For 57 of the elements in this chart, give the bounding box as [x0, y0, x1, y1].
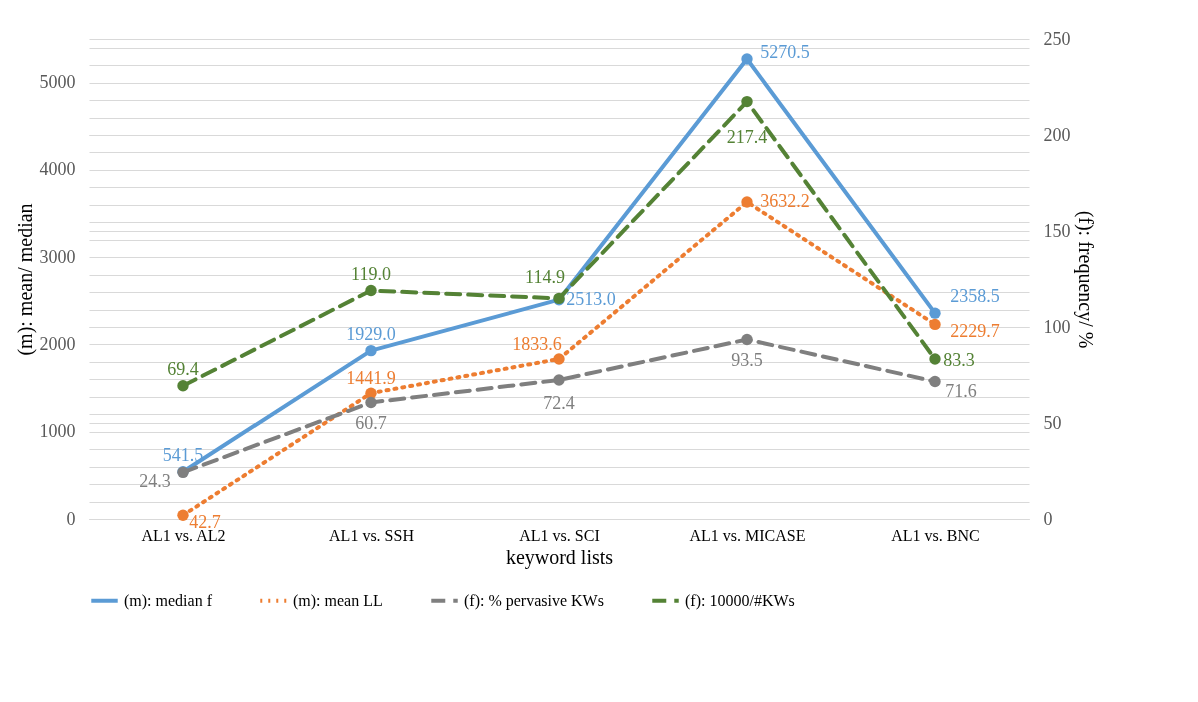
y2-tick-label: 250: [1043, 28, 1071, 49]
point: [177, 380, 189, 392]
point: [553, 353, 565, 365]
data-label: 5270.5: [760, 42, 810, 63]
y2-tick-label: 150: [1043, 220, 1071, 241]
y-tick-label: 3000: [39, 246, 76, 267]
data-label: 60.7: [355, 413, 387, 434]
data-label: 1929.0: [346, 323, 396, 344]
x-tick-label: AL1 vs. BNC: [891, 526, 980, 544]
y-tick-label: 4000: [39, 159, 76, 180]
data-label: 69.4: [167, 358, 199, 379]
y-tick-label: 1000: [39, 421, 76, 442]
data-label: 1441.9: [346, 368, 396, 389]
point: [741, 333, 753, 346]
data-label: 72.4: [543, 392, 575, 413]
data-label: 541.5: [162, 444, 204, 465]
y2-axis-title: (f): frequency/ %: [1073, 210, 1097, 349]
legend-label: (f): 10000/#KWs: [685, 591, 795, 610]
point: [365, 344, 377, 357]
x-tick-label: AL1 vs. SSH: [329, 526, 415, 544]
point: [929, 307, 941, 319]
y-tick-label: 2000: [39, 333, 76, 354]
data-label: 119.0: [351, 263, 391, 284]
data-label: 3632.2: [760, 191, 810, 212]
data-label: 1833.6: [512, 333, 562, 354]
legend-label: (m): median f: [124, 591, 213, 610]
point: [365, 284, 377, 297]
x-tick-label: AL1 vs. MICASE: [689, 526, 806, 544]
y-tick-label: 0: [66, 508, 76, 529]
data-label: 83.3: [943, 350, 975, 371]
data-label: 24.3: [139, 471, 171, 492]
x-tick-label: AL1 vs. SCI: [519, 526, 600, 544]
point: [929, 375, 941, 388]
y2-tick-label: 200: [1043, 124, 1071, 145]
point: [929, 353, 941, 365]
legend-label: (f): % pervasive KWs: [464, 591, 604, 610]
y-axis-title: (m): mean/ median: [13, 203, 37, 356]
point: [741, 53, 753, 65]
data-label: 217.4: [726, 126, 768, 147]
point: [177, 509, 189, 521]
point: [741, 95, 753, 108]
data-label: 2229.7: [950, 321, 1000, 342]
point: [929, 318, 941, 331]
data-label: 93.5: [731, 350, 763, 371]
x-axis-title: keyword lists: [505, 545, 614, 569]
data-label: 114.9: [525, 267, 565, 288]
data-label: 2358.5: [950, 286, 1000, 307]
point: [553, 374, 565, 386]
data-label: 71.6: [945, 380, 977, 401]
y-tick-label: 5000: [39, 72, 76, 93]
data-label: 2513.0: [566, 288, 616, 309]
y2-tick-label: 100: [1043, 316, 1071, 337]
point: [365, 396, 377, 409]
legend-label: (m): mean LL: [293, 591, 383, 610]
y2-tick-label: 0: [1043, 508, 1053, 529]
point: [741, 196, 753, 208]
y2-tick-label: 50: [1043, 412, 1062, 433]
